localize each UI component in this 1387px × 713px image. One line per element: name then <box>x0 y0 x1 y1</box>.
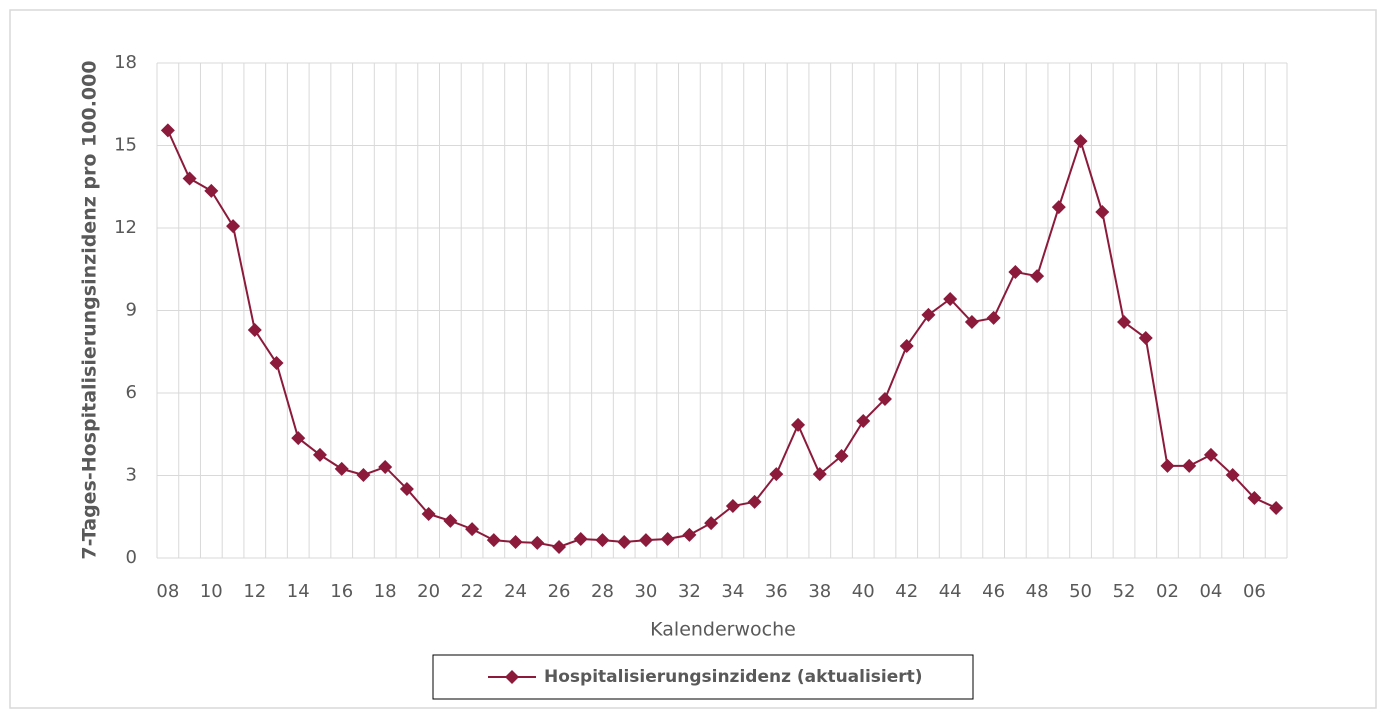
data-point <box>1073 134 1088 149</box>
data-point <box>943 291 958 306</box>
x-tick-label: 04 <box>1199 581 1222 602</box>
x-tick-label: 26 <box>548 581 571 602</box>
legend-label: Hospitalisierungsinzidenz (aktualisiert) <box>544 667 923 687</box>
data-point <box>312 447 327 462</box>
data-point <box>1203 447 1218 462</box>
data-point <box>660 532 675 547</box>
y-tick-label: 12 <box>114 217 137 238</box>
data-point <box>247 323 262 338</box>
x-tick-label: 06 <box>1243 581 1266 602</box>
series-line <box>166 129 1277 549</box>
data-point <box>1182 458 1197 473</box>
data-point <box>899 338 914 353</box>
data-point <box>1138 331 1153 345</box>
data-point <box>638 533 653 548</box>
data-point <box>725 499 740 514</box>
data-point <box>421 507 436 521</box>
x-tick-label: 44 <box>939 581 962 602</box>
x-tick-label: 34 <box>721 581 744 602</box>
x-tick-label: 10 <box>200 581 223 602</box>
data-point <box>182 171 197 186</box>
data-point <box>269 356 284 371</box>
x-tick-label: 40 <box>852 581 875 602</box>
data-point <box>1117 315 1132 330</box>
x-tick-label: 16 <box>330 581 353 602</box>
data-point <box>356 467 371 482</box>
x-tick-label: 08 <box>156 581 179 602</box>
x-tick-label: 48 <box>1026 581 1049 602</box>
data-point <box>877 392 892 407</box>
x-tick-label: 50 <box>1069 581 1092 602</box>
x-tick-label: 36 <box>765 581 788 602</box>
data-point <box>204 183 219 198</box>
data-point <box>617 535 632 550</box>
data-point <box>465 522 480 537</box>
data-point <box>334 461 349 476</box>
y-tick-label: 9 <box>126 300 137 321</box>
data-point <box>443 513 458 528</box>
data-point <box>1008 265 1023 279</box>
x-tick-label: 32 <box>678 581 701 602</box>
x-tick-label: 14 <box>287 581 310 602</box>
x-tick-label: 30 <box>634 581 657 602</box>
chart-frame <box>9 9 1377 709</box>
data-point <box>226 219 241 234</box>
data-point <box>399 481 414 496</box>
data-point <box>1095 205 1110 220</box>
data-point <box>530 535 545 550</box>
legend-marker <box>505 670 519 684</box>
data-point <box>1225 467 1240 482</box>
data-point <box>834 448 849 463</box>
x-tick-label: 38 <box>808 581 831 602</box>
data-point <box>486 533 501 548</box>
x-axis-title: Kalenderwoche <box>650 619 796 641</box>
data-point <box>1160 458 1175 473</box>
y-tick-label: 0 <box>126 547 137 568</box>
data-point <box>291 431 306 446</box>
x-tick-label: 20 <box>417 581 440 602</box>
y-axis-title: 7-Tages-Hospitalisierungsinzidenz pro 10… <box>79 60 101 559</box>
data-point <box>552 540 567 554</box>
x-tick-label: 02 <box>1156 581 1179 602</box>
data-point <box>986 310 1001 325</box>
data-point <box>1051 200 1066 215</box>
data-point <box>160 123 175 138</box>
data-point <box>704 516 719 531</box>
data-point <box>747 494 762 509</box>
data-point <box>921 307 936 322</box>
data-point <box>573 532 588 547</box>
x-tick-label: 18 <box>374 581 397 602</box>
x-tick-label: 52 <box>1113 581 1136 602</box>
y-tick-label: 6 <box>126 382 137 403</box>
data-point <box>1247 491 1262 506</box>
data-point <box>769 467 784 482</box>
data-point <box>812 467 827 482</box>
data-point <box>508 535 523 550</box>
x-tick-label: 42 <box>895 581 918 602</box>
data-point <box>856 414 871 429</box>
data-point <box>595 533 610 548</box>
x-tick-label: 46 <box>982 581 1005 602</box>
x-tick-label: 12 <box>243 581 266 602</box>
data-point <box>964 315 979 330</box>
y-tick-label: 18 <box>114 52 137 73</box>
data-point <box>378 459 393 474</box>
data-point <box>1030 269 1045 284</box>
x-tick-label: 28 <box>591 581 614 602</box>
x-tick-label: 24 <box>504 581 527 602</box>
y-tick-label: 15 <box>114 135 137 156</box>
data-point <box>1269 500 1284 515</box>
x-tick-label: 22 <box>461 581 484 602</box>
data-point <box>682 527 697 542</box>
y-tick-label: 3 <box>126 465 137 486</box>
data-point <box>791 417 806 432</box>
